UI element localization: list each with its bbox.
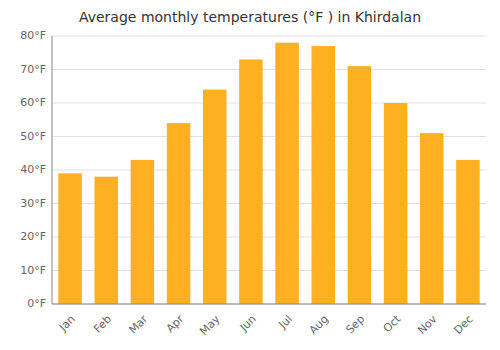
y-tick-label: 70°F — [20, 63, 46, 76]
y-tick-label: 30°F — [20, 197, 46, 210]
x-tick-label: Jun — [237, 313, 259, 335]
bar — [384, 103, 408, 304]
y-tick-label: 50°F — [20, 130, 46, 143]
y-tick-label: 0°F — [27, 297, 46, 310]
y-tick-label: 20°F — [20, 230, 46, 243]
y-tick-label: 40°F — [20, 163, 46, 176]
x-tick-label: Dec — [451, 313, 475, 337]
grid-line — [52, 103, 486, 104]
x-axis-line — [52, 304, 486, 305]
bar — [167, 123, 191, 304]
x-tick-label: Mar — [126, 312, 150, 336]
y-axis-line — [52, 36, 53, 304]
grid-line — [52, 36, 486, 37]
grid — [52, 36, 486, 304]
chart-svg: Average monthly temperatures (°F ) in Kh… — [0, 0, 500, 350]
y-tick-label: 10°F — [20, 264, 46, 277]
bar — [239, 59, 263, 304]
y-tick-label: 60°F — [20, 96, 46, 109]
title: Average monthly temperatures (°F ) in Kh… — [79, 9, 421, 25]
y-tick-label: 80°F — [20, 29, 46, 42]
bar — [348, 66, 372, 304]
grid-line — [52, 69, 486, 70]
bar — [131, 160, 155, 304]
x-tick-label: Jan — [56, 313, 78, 335]
x-tick-label: Sep — [343, 313, 367, 337]
bar — [420, 133, 444, 304]
bar — [203, 90, 227, 304]
bar — [58, 173, 82, 304]
bars — [58, 43, 479, 304]
x-tick-label: Feb — [91, 313, 114, 336]
bar — [456, 160, 480, 304]
x-tick-label: Nov — [415, 312, 440, 337]
bar — [94, 177, 118, 304]
bar — [311, 46, 335, 304]
x-tick-label: Aug — [307, 313, 331, 337]
grid-line — [52, 304, 486, 305]
x-tick-label: Oct — [381, 312, 404, 335]
bar — [275, 43, 299, 304]
x-tick-label: Jul — [276, 313, 295, 332]
x-tick-label: May — [197, 312, 223, 338]
chart-container: Average monthly temperatures (°F ) in Kh… — [0, 0, 500, 350]
x-tick-label: Apr — [164, 312, 187, 335]
